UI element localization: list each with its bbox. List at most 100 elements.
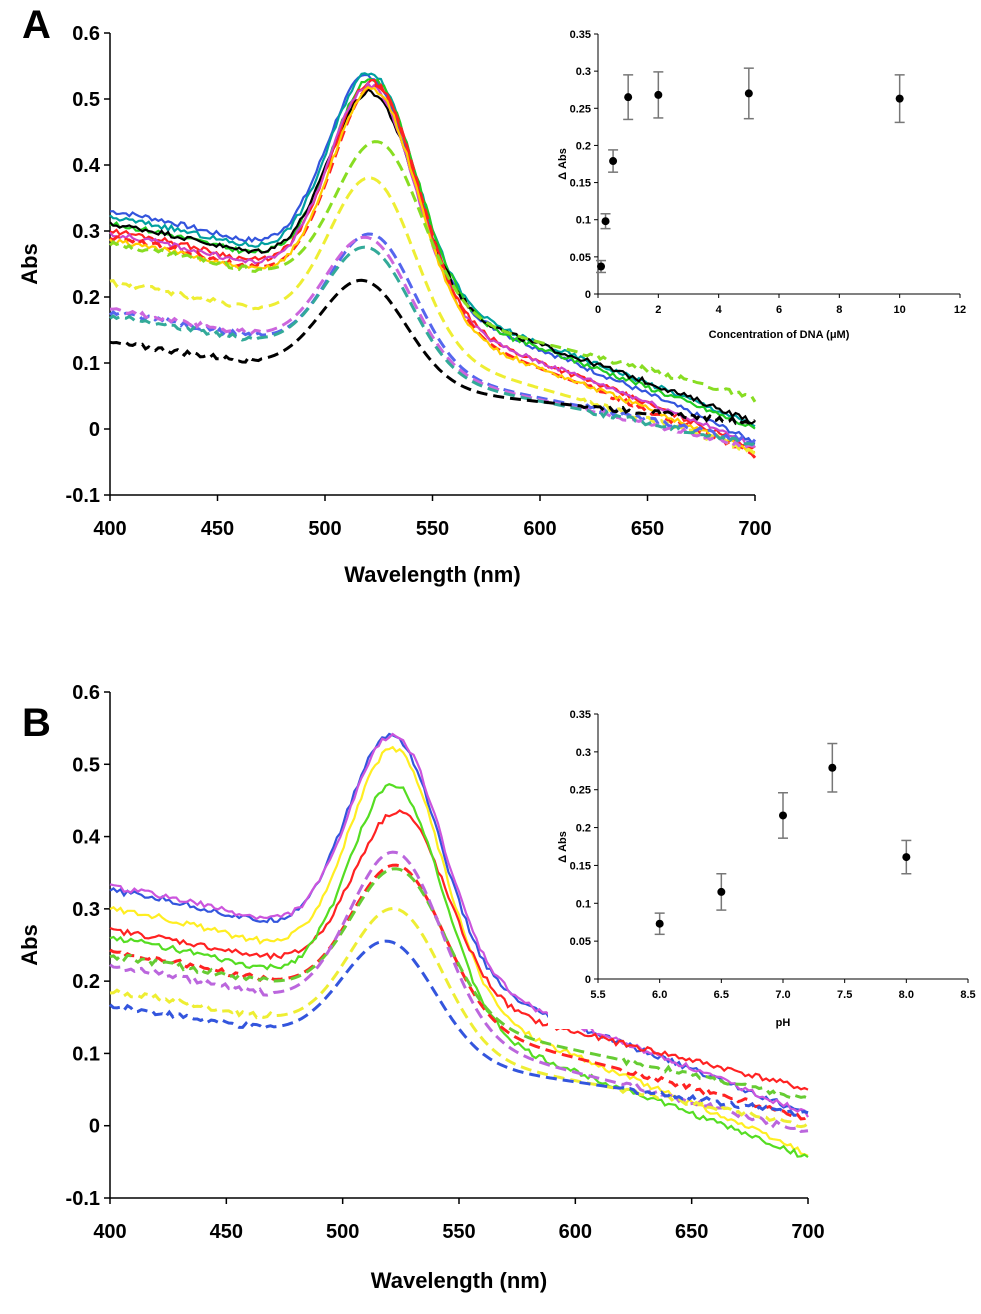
inset-x-tick-label: 7.5 xyxy=(837,989,852,1001)
x-tick-label: 700 xyxy=(738,518,771,540)
data-point xyxy=(601,217,610,226)
data-point xyxy=(597,262,606,271)
main-axes: -0.1 0 0.1 0.2 0.3 0.4 0.5 0.6 400 450 500 550 600 65… xyxy=(17,682,825,1293)
inset-x-tick-label: 6.0 xyxy=(652,989,667,1001)
spectra xyxy=(109,732,809,1158)
inset-y-tick-label: 0.35 xyxy=(570,29,591,41)
y-tick-label: 0.3 xyxy=(72,221,100,243)
inset-y-tick-label: 0.3 xyxy=(576,66,591,78)
inset-x-tick-label: 5.5 xyxy=(590,989,605,1001)
inset-y-tick-label: 0.25 xyxy=(570,785,591,797)
y-tick-label: 0.2 xyxy=(72,287,100,309)
x-axis-title: Wavelength (nm) xyxy=(371,1268,547,1293)
y-tick-label: 0.6 xyxy=(72,23,100,45)
inset-y-tick-label: 0.25 xyxy=(570,103,591,115)
data-point xyxy=(624,93,633,102)
y-tick-label: 0 xyxy=(89,1116,100,1138)
inset-y-tick-label: 0 xyxy=(585,974,591,986)
x-tick-label: 600 xyxy=(523,518,556,540)
spectrum-line xyxy=(109,732,809,1118)
spectrum-line xyxy=(108,232,757,445)
inset-x-tick-label: 8.0 xyxy=(899,989,914,1001)
spectrum-line xyxy=(109,245,756,447)
inset-y-tick-label: 0.2 xyxy=(576,140,591,152)
inset-background xyxy=(548,26,970,344)
spectrum-line xyxy=(108,140,757,403)
data-point xyxy=(744,89,753,98)
inset-points xyxy=(654,742,912,936)
x-tick-label: 550 xyxy=(442,1221,475,1243)
data-point xyxy=(717,887,726,896)
inset-y-tick-label: 0.35 xyxy=(570,709,591,721)
spectra xyxy=(108,72,757,459)
x-tick-label: 650 xyxy=(675,1221,708,1243)
y-tick-label: 0.2 xyxy=(72,971,100,993)
data-point xyxy=(655,919,664,928)
x-tick-label: 650 xyxy=(631,518,664,540)
spectrum-line xyxy=(109,906,809,1129)
inset-x-tick-label: 0 xyxy=(595,304,601,316)
inset-x-tick-label: 8 xyxy=(836,304,842,316)
inset-y-tick-label: 0 xyxy=(585,289,591,301)
y-tick-label: 0.3 xyxy=(72,899,100,921)
y-axis-title: Abs xyxy=(17,924,42,966)
spectrum-line xyxy=(109,745,809,1157)
data-point xyxy=(779,811,787,820)
x-tick-label: 700 xyxy=(791,1221,824,1243)
inset-x-axis-title: Concentration of DNA (μM) xyxy=(709,329,850,341)
inset-y-tick-label: 0.2 xyxy=(576,823,591,835)
x-tick-label: 500 xyxy=(308,518,341,540)
inset-y-tick-label: 0.3 xyxy=(576,747,591,759)
data-point xyxy=(828,763,837,772)
data-point xyxy=(895,94,904,103)
inset-x-tick-label: 12 xyxy=(954,304,966,316)
spectrum-line xyxy=(109,176,757,456)
spectrum-line xyxy=(110,235,756,450)
inset-x-tick-label: 2 xyxy=(655,304,661,316)
x-tick-label: 400 xyxy=(93,1221,126,1243)
y-tick-label: 0.5 xyxy=(72,89,100,111)
y-tick-label: 0.1 xyxy=(72,353,100,375)
x-tick-label: 400 xyxy=(93,518,126,540)
inset-y-axis-title: Δ Abs xyxy=(557,148,569,180)
spectrum-line xyxy=(109,850,809,1133)
x-tick-label: 600 xyxy=(559,1221,592,1243)
y-tick-label: 0.4 xyxy=(72,155,101,177)
inset-axes: 0 0.05 0.1 0.15 0.2 0.25 0.3 0.35 5.5 6.0 6.5 7.0 7.… xyxy=(557,709,976,1029)
data-point xyxy=(902,853,911,862)
spectrum-line xyxy=(109,939,809,1117)
inset-y-tick-label: 0.05 xyxy=(570,252,591,264)
panel-b: B -0.1 0 0.1 0.2 0.3 0.4 0.5 0.6 400 450 500 550 600 6… xyxy=(17,682,978,1293)
inset-background xyxy=(548,706,978,1029)
panel-letter: B xyxy=(22,701,51,745)
spectrum-line xyxy=(109,278,757,426)
x-axis-title: Wavelength (nm) xyxy=(344,562,520,587)
inset-points xyxy=(596,67,905,274)
inset-x-axis-title: pH xyxy=(776,1017,791,1029)
y-tick-label: 0.5 xyxy=(72,754,100,776)
spectrum-line xyxy=(109,867,809,1100)
inset-y-axis-title: Δ Abs xyxy=(557,831,569,863)
inset-y-tick-label: 0.1 xyxy=(576,898,591,910)
inset-x-tick-label: 6 xyxy=(776,304,782,316)
y-tick-label: 0.6 xyxy=(72,682,100,704)
y-axis-title: Abs xyxy=(17,243,42,285)
y-tick-label: -0.1 xyxy=(66,1188,100,1210)
inset-x-tick-label: 7.0 xyxy=(775,989,790,1001)
spectrum-line xyxy=(109,732,809,1114)
inset-x-tick-label: 6.5 xyxy=(714,989,729,1001)
inset-y-tick-label: 0.1 xyxy=(576,215,591,227)
spectrum-line xyxy=(109,809,809,1091)
inset-y-tick-label: 0.15 xyxy=(570,860,591,872)
spectrum-line xyxy=(109,783,809,1158)
x-tick-label: 500 xyxy=(326,1221,359,1243)
inset-y-tick-label: 0.05 xyxy=(570,936,591,948)
data-point xyxy=(609,157,618,166)
x-tick-label: 450 xyxy=(201,518,234,540)
y-tick-label: 0 xyxy=(89,419,100,441)
y-tick-label: 0.4 xyxy=(72,827,101,849)
data-point xyxy=(654,90,663,99)
